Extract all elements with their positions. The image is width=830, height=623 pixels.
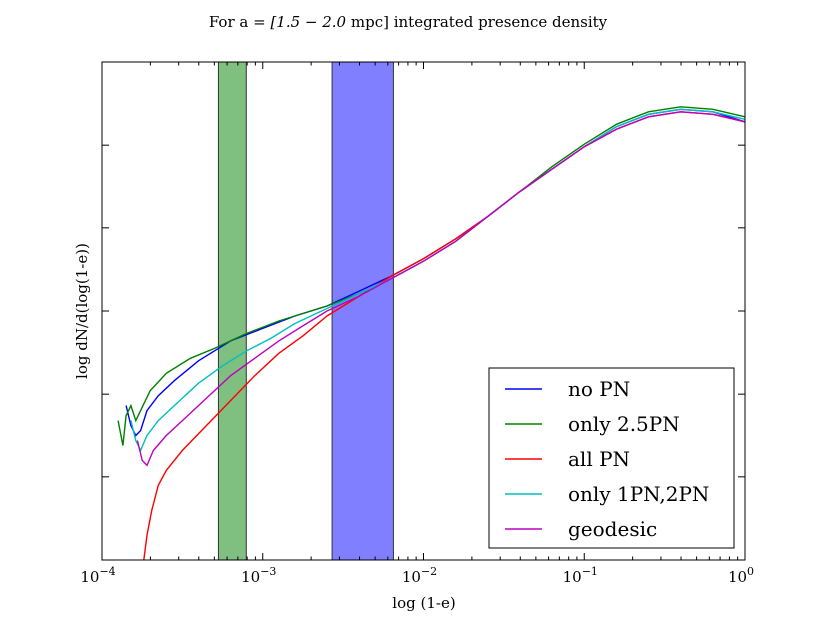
series-line-1 (117, 106, 746, 446)
x-axis: 10−4 10−3 10−2 10−1 100 (80, 62, 754, 586)
green-band (217, 61, 247, 561)
x-tick-exponent: 0 (747, 565, 754, 578)
x-tick-label: 10−4 (80, 565, 115, 586)
blue-band (331, 61, 394, 561)
legend-label: only 1PN,2PN (568, 482, 709, 506)
x-axis-label: log (1-e) (392, 594, 455, 612)
series-lines (117, 106, 746, 561)
x-tick-label: 10−3 (241, 565, 276, 586)
legend-label: only 2.5PN (568, 412, 680, 436)
x-tick-base: 10 (80, 568, 99, 586)
x-tick-exponent: −3 (260, 565, 276, 578)
x-tick-exponent: −2 (421, 565, 437, 578)
y-axis-label: log dN/d(log(1-e)) (73, 243, 91, 379)
chart-title-prefix: For a = (209, 13, 271, 31)
legend-label: geodesic (568, 517, 657, 541)
chart-title-suffix: mpc] integrated presence density (346, 13, 608, 31)
chart-title: For a = [1.5 − 2.0 mpc] integrated prese… (209, 13, 608, 31)
x-tick-base: 10 (563, 568, 582, 586)
series-line-3 (130, 108, 746, 453)
legend-label: all PN (568, 447, 630, 471)
x-tick-exponent: −1 (582, 565, 598, 578)
shaded-bands (217, 61, 394, 561)
x-tick-base: 10 (402, 568, 421, 586)
legend-box (488, 367, 735, 549)
y-axis (102, 144, 745, 478)
series-line-4 (136, 111, 746, 467)
legend: no PN only 2.5PN all PN only 1PN,2PN geodesi… (488, 367, 735, 549)
x-tick-exponent: −4 (99, 565, 115, 578)
x-tick-base: 10 (241, 568, 260, 586)
chart-title-math: [1.5 − 2.0 (270, 13, 346, 31)
legend-label: no PN (568, 377, 630, 401)
x-tick-label: 10−1 (563, 565, 598, 586)
x-tick-label: 100 (728, 565, 754, 586)
x-tick-label: 10−2 (402, 565, 437, 586)
x-tick-base: 10 (728, 568, 747, 586)
